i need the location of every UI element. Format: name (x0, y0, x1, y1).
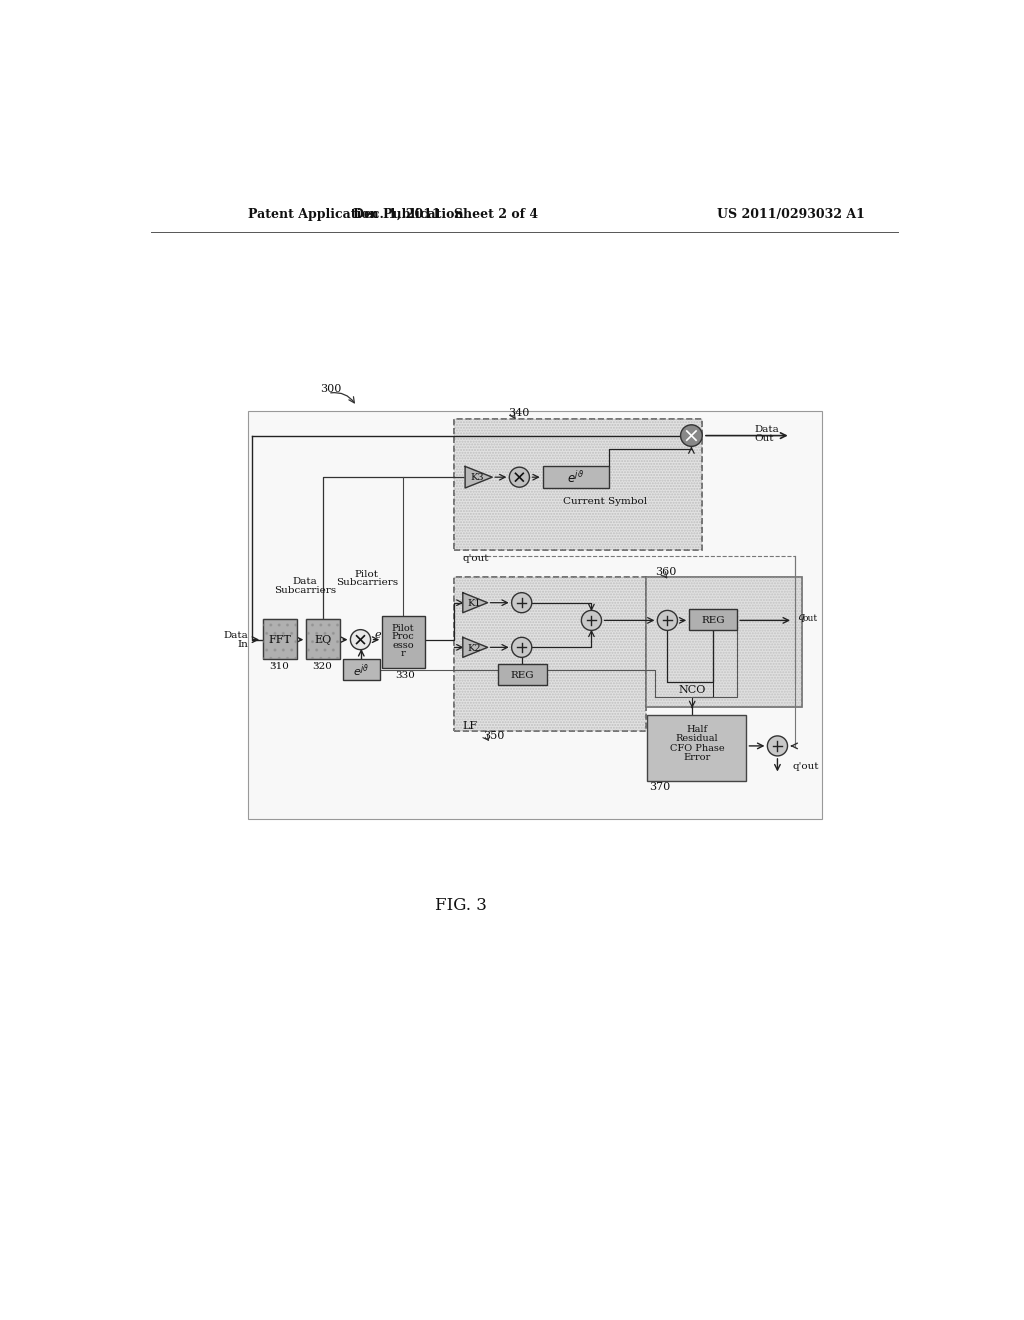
Text: Pilot: Pilot (392, 623, 415, 632)
Text: 370: 370 (649, 783, 670, 792)
Text: q'out: q'out (463, 554, 489, 564)
Text: Out: Out (755, 434, 774, 444)
Text: 340: 340 (508, 408, 529, 417)
Text: e: e (374, 630, 381, 640)
Text: 330: 330 (395, 672, 416, 680)
Circle shape (767, 737, 787, 756)
Text: $e^{j\vartheta}$: $e^{j\vartheta}$ (566, 470, 584, 486)
Text: Residual: Residual (676, 734, 718, 743)
Circle shape (681, 425, 702, 446)
Text: Subcarriers: Subcarriers (273, 586, 336, 595)
Bar (306, 619, 340, 659)
Text: NCO: NCO (679, 685, 706, 694)
Bar (343, 659, 380, 681)
Bar (306, 619, 340, 659)
Text: out: out (802, 614, 817, 623)
Circle shape (657, 610, 678, 631)
Polygon shape (463, 593, 487, 612)
Bar (647, 715, 746, 780)
Bar (543, 466, 608, 488)
Text: FIG. 3: FIG. 3 (435, 896, 487, 913)
Text: r: r (400, 649, 406, 657)
Text: 350: 350 (483, 731, 505, 741)
Text: $e^{j\vartheta}$: $e^{j\vartheta}$ (353, 663, 370, 678)
Text: K2: K2 (468, 644, 481, 652)
Text: Half: Half (686, 725, 708, 734)
Text: K1: K1 (468, 599, 481, 609)
Circle shape (512, 593, 531, 612)
Text: Data: Data (292, 577, 317, 586)
Circle shape (350, 630, 371, 649)
Polygon shape (463, 638, 487, 657)
Text: K3: K3 (470, 474, 483, 482)
Text: REG: REG (701, 616, 725, 624)
Circle shape (582, 610, 601, 631)
Bar (382, 615, 425, 668)
Text: Patent Application Publication: Patent Application Publication (248, 209, 464, 222)
Bar (263, 619, 297, 659)
Text: Pilot: Pilot (354, 570, 379, 578)
Text: In: In (238, 640, 248, 648)
Text: US 2011/0293032 A1: US 2011/0293032 A1 (717, 209, 865, 222)
Text: q'out: q'out (793, 762, 819, 771)
Bar (454, 577, 646, 730)
Text: CFO Phase: CFO Phase (670, 743, 724, 752)
Polygon shape (465, 466, 493, 488)
Text: q: q (797, 611, 804, 622)
Text: FFT: FFT (268, 635, 292, 644)
Text: Proc: Proc (392, 632, 415, 642)
Text: EQ: EQ (314, 635, 332, 644)
Text: 310: 310 (269, 663, 289, 671)
Text: 300: 300 (321, 384, 342, 395)
Text: Data: Data (755, 425, 779, 434)
Bar (454, 418, 701, 549)
Circle shape (509, 467, 529, 487)
Text: 360: 360 (655, 566, 677, 577)
Bar (248, 411, 821, 818)
Text: LF: LF (463, 721, 478, 731)
Text: Subcarriers: Subcarriers (336, 578, 397, 587)
Bar (454, 577, 646, 730)
Text: 320: 320 (312, 663, 333, 671)
Bar (263, 619, 297, 659)
Bar (646, 577, 802, 708)
Text: Data: Data (223, 631, 248, 640)
Bar (646, 577, 802, 708)
Text: Current Symbol: Current Symbol (562, 496, 647, 506)
Bar (499, 664, 547, 685)
Text: Error: Error (683, 752, 711, 762)
Text: esso: esso (392, 640, 414, 649)
Bar (689, 609, 737, 631)
Text: REG: REG (511, 671, 535, 680)
Circle shape (512, 638, 531, 657)
Bar (454, 418, 701, 549)
Text: Dec. 1, 2011   Sheet 2 of 4: Dec. 1, 2011 Sheet 2 of 4 (353, 209, 539, 222)
